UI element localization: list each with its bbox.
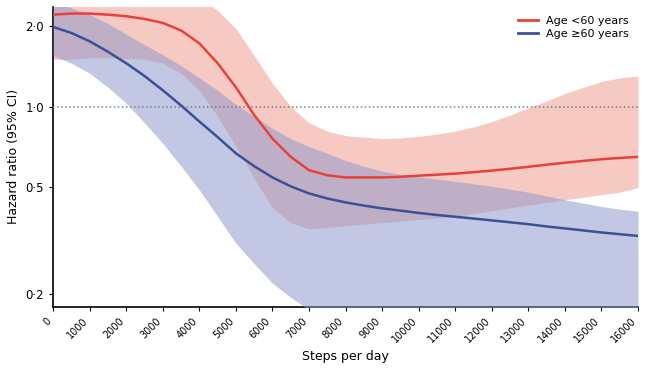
X-axis label: Steps per day: Steps per day: [302, 350, 389, 363]
Y-axis label: Hazard ratio (95% CI): Hazard ratio (95% CI): [7, 89, 20, 224]
Legend: Age <60 years, Age ≥60 years: Age <60 years, Age ≥60 years: [514, 13, 633, 43]
